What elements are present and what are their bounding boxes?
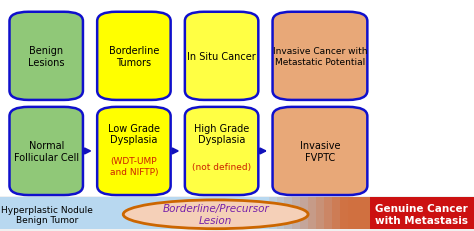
Bar	[229, 198, 237, 229]
Bar	[221, 198, 229, 229]
Text: Borderline/Precursor
Lesion: Borderline/Precursor Lesion	[162, 204, 269, 225]
Bar	[166, 198, 174, 229]
Text: (not defined): (not defined)	[192, 162, 251, 171]
Bar	[356, 198, 364, 229]
Bar	[190, 198, 198, 229]
Bar	[0, 198, 9, 229]
FancyBboxPatch shape	[273, 13, 367, 100]
Bar	[300, 198, 309, 229]
Text: Invasive
FVPTC: Invasive FVPTC	[300, 140, 340, 162]
Bar	[182, 198, 190, 229]
Bar	[458, 198, 466, 229]
Bar	[411, 198, 419, 229]
Text: In Situ Cancer: In Situ Cancer	[187, 52, 256, 62]
Bar	[435, 198, 443, 229]
FancyBboxPatch shape	[9, 107, 83, 195]
Bar	[427, 198, 435, 229]
Bar	[347, 198, 356, 229]
Bar	[134, 198, 143, 229]
Bar	[261, 198, 269, 229]
Bar	[237, 198, 246, 229]
Bar	[8, 198, 16, 229]
Text: Normal
Follicular Cell: Normal Follicular Cell	[14, 140, 79, 162]
Bar	[213, 198, 222, 229]
Bar	[466, 198, 474, 229]
Bar	[284, 198, 293, 229]
Bar	[103, 198, 111, 229]
Bar	[316, 198, 324, 229]
Bar	[79, 198, 87, 229]
Bar	[158, 198, 166, 229]
Bar	[24, 198, 32, 229]
FancyBboxPatch shape	[97, 107, 171, 195]
Bar	[395, 198, 403, 229]
FancyBboxPatch shape	[9, 13, 83, 100]
Bar	[332, 198, 340, 229]
Bar	[379, 198, 388, 229]
Text: Genuine Cancer
with Metastasis: Genuine Cancer with Metastasis	[375, 204, 468, 225]
FancyBboxPatch shape	[97, 13, 171, 100]
Bar	[253, 198, 261, 229]
Text: Borderline
Tumors: Borderline Tumors	[109, 46, 159, 67]
Bar	[39, 198, 48, 229]
Bar	[118, 198, 127, 229]
Text: High Grade
Dysplasia: High Grade Dysplasia	[194, 123, 249, 145]
Bar	[442, 198, 451, 229]
Bar	[205, 198, 214, 229]
Bar	[95, 198, 103, 229]
Bar	[55, 198, 64, 229]
Text: Invasive Cancer with
Metastatic Potential: Invasive Cancer with Metastatic Potentia…	[273, 47, 367, 66]
Bar	[142, 198, 151, 229]
Bar	[364, 198, 372, 229]
Ellipse shape	[123, 200, 308, 229]
Bar	[87, 198, 95, 229]
Bar	[324, 198, 332, 229]
Bar	[403, 198, 411, 229]
Bar	[269, 198, 277, 229]
Text: Benign
Lesions: Benign Lesions	[28, 46, 64, 67]
Bar	[450, 198, 459, 229]
Bar	[245, 198, 253, 229]
Bar	[292, 198, 301, 229]
Text: Hyperplastic Nodule
Benign Tumor: Hyperplastic Nodule Benign Tumor	[1, 205, 93, 224]
Bar	[308, 198, 317, 229]
Bar	[127, 198, 135, 229]
Bar	[276, 198, 285, 229]
Bar	[387, 198, 395, 229]
Bar	[174, 198, 182, 229]
FancyBboxPatch shape	[0, 0, 474, 196]
Bar	[47, 198, 56, 229]
FancyBboxPatch shape	[273, 107, 367, 195]
Text: (WDT-UMP
and NIFTP): (WDT-UMP and NIFTP)	[109, 157, 158, 176]
Bar	[340, 198, 348, 229]
Bar	[110, 198, 119, 229]
Bar	[370, 198, 474, 229]
FancyBboxPatch shape	[185, 13, 258, 100]
Bar	[198, 198, 206, 229]
Bar	[32, 198, 40, 229]
Bar	[371, 198, 380, 229]
Text: Low Grade
Dysplasia: Low Grade Dysplasia	[108, 123, 160, 145]
Bar	[419, 198, 427, 229]
Bar	[71, 198, 80, 229]
Bar	[16, 198, 24, 229]
Bar	[150, 198, 158, 229]
Bar	[63, 198, 72, 229]
FancyBboxPatch shape	[185, 107, 258, 195]
